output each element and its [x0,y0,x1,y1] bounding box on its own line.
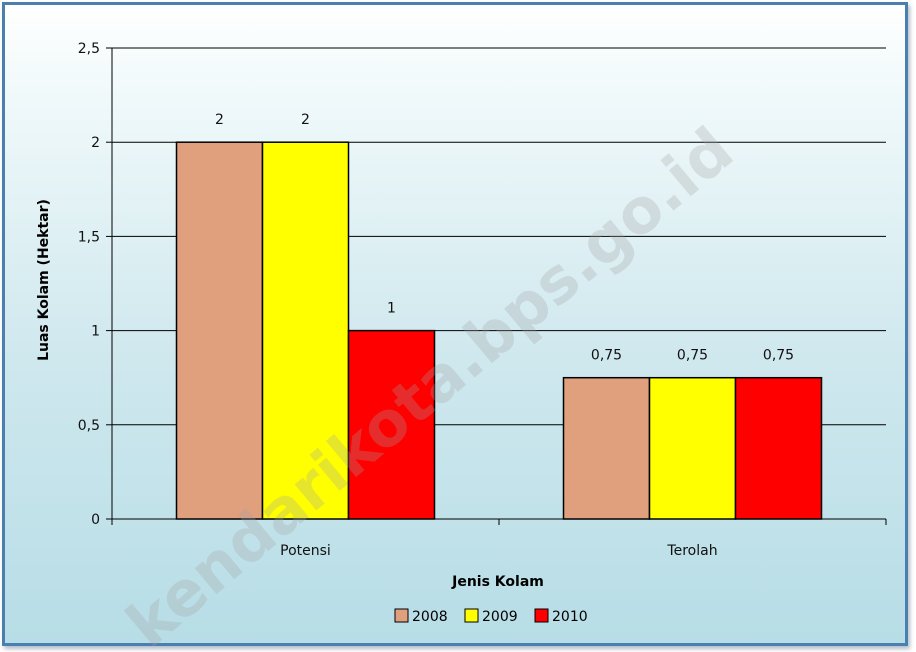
data-label: 2 [301,112,310,128]
legend-label-2010: 2010 [552,609,588,625]
y-tick-label: 0,5 [78,418,100,434]
bar-2009-potensi [261,141,350,520]
data-labels: 2 2 1 0,75 0,75 0,75 [215,112,794,364]
y-tick-label: 2,5 [78,41,100,57]
data-label: 0,75 [763,348,794,364]
data-label: 0,75 [677,348,708,364]
chart-frame [2,2,908,646]
y-axis-title: Luas Kolam (Hektar) [36,199,52,361]
bar-2008-potensi [175,141,264,520]
y-tick-label: 0 [91,512,100,528]
y-tick-label: 1,5 [78,229,100,245]
bars [175,141,823,520]
legend-swatch-2009 [464,608,479,623]
data-label: 1 [387,301,396,317]
legend-swatch-2008 [394,608,409,623]
legend-swatch-2010 [534,608,549,623]
x-tick-label: Potensi [280,543,331,559]
y-tick-label: 2 [91,135,100,151]
x-tick-label: Terolah [666,543,717,559]
y-tick-label: 1 [91,324,100,340]
data-label: 0,75 [591,348,622,364]
x-axis-title: Jenis Kolam [451,574,544,590]
axes: 0 0,5 1 1,5 2 2,5 Potensi Terolah [78,41,887,559]
legend-label-2009: 2009 [482,609,518,625]
bar-2008-terolah [562,376,651,520]
bar-2010-terolah [734,376,823,520]
data-label: 2 [215,112,224,128]
legend-label-2008: 2008 [412,609,448,625]
legend: 2008 2009 2010 [394,608,588,625]
bar-2010-potensi [347,329,436,520]
bar-2009-terolah [648,376,737,520]
